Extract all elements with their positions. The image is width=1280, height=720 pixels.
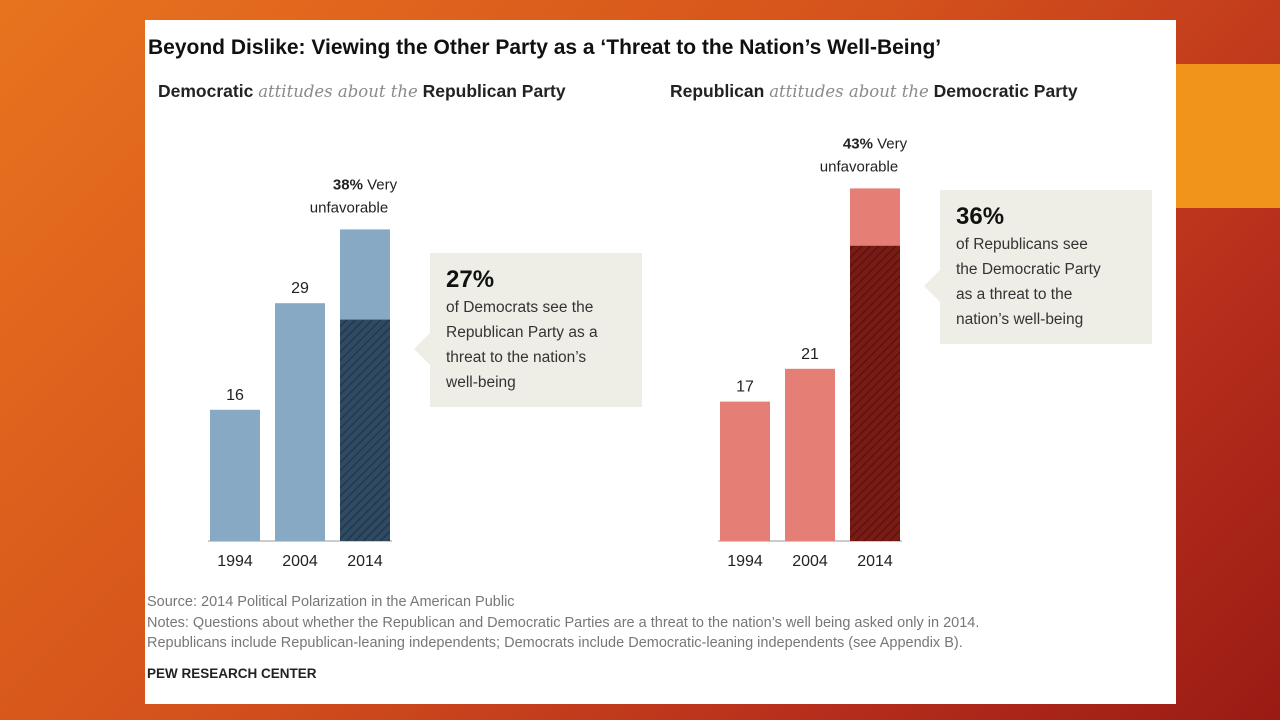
callout-pointer	[924, 270, 940, 302]
subtitle-party: Republican	[670, 81, 765, 101]
notes-line: Notes: Questions about whether the Repub…	[147, 614, 980, 631]
organization-credit: PEW RESEARCH CENTER	[147, 666, 317, 681]
top-annotation-text: Very	[363, 176, 398, 193]
callout-democrats: 27% of Democrats see the Republican Part…	[414, 253, 642, 407]
bar-charts: 1994 16 2004 29 2014 38% Very unfavorable 1994 1…	[208, 135, 908, 570]
callout-line: the Democratic Party	[956, 261, 1101, 278]
source-note: Source: 2014 Political Polarization in t…	[147, 594, 515, 610]
threat-segment-2014	[850, 245, 900, 542]
panel-subtitle-democratic: Democratic attitudes about the Republica…	[158, 81, 566, 102]
callout-line: threat to the nation’s	[446, 349, 587, 366]
panel-subtitle-republican: Republican attitudes about the Democrati…	[670, 81, 1078, 102]
data-label: 21	[801, 346, 819, 363]
top-annotation-percent: 43%	[843, 135, 873, 152]
subtitle-target: Democratic Party	[933, 81, 1078, 101]
top-annotation-percent: 38%	[333, 176, 363, 193]
callout-percent: 36%	[956, 203, 1005, 230]
top-annotation-line2: unfavorable	[820, 158, 898, 175]
threat-segment-2014	[340, 319, 390, 541]
bar-1994	[720, 401, 770, 541]
slide-accent-bar	[1176, 64, 1280, 208]
x-tick-label: 2014	[857, 553, 893, 570]
bar-2004	[275, 303, 325, 541]
bar-2004	[785, 368, 835, 541]
callout-pointer	[414, 333, 430, 365]
chart-footer: Source: 2014 Political Polarization in t…	[147, 592, 979, 654]
chart-title: Beyond Dislike: Viewing the Other Party …	[148, 36, 942, 59]
callout-line: as a threat to the	[956, 286, 1073, 303]
x-tick-label: 2014	[347, 553, 383, 570]
x-tick-label: 1994	[727, 553, 763, 570]
subtitle-party: Democratic	[158, 81, 254, 101]
subtitle-phrase: attitudes about the	[769, 82, 929, 101]
subtitle-phrase: attitudes about the	[258, 82, 418, 101]
top-annotation: 43% Very	[843, 135, 908, 152]
bar-1994	[210, 409, 260, 541]
callout-line: of Democrats see the	[446, 299, 594, 316]
chart-card: Beyond Dislike: Viewing the Other Party …	[145, 20, 1176, 704]
top-annotation-text: Very	[873, 135, 908, 152]
callout-line: well-being	[446, 374, 516, 391]
callout-republicans: 36% of Republicans see the Democratic Pa…	[924, 190, 1152, 344]
data-label: 16	[226, 387, 244, 404]
x-tick-label: 2004	[792, 553, 828, 570]
notes-line: Republicans include Republican-leaning i…	[147, 635, 963, 651]
data-label: 17	[736, 379, 754, 396]
top-annotation-line2: unfavorable	[310, 199, 388, 216]
data-label: 29	[291, 280, 309, 297]
callout-line: nation’s well-being	[956, 311, 1084, 328]
callout-percent: 27%	[446, 266, 495, 293]
top-annotation: 38% Very	[333, 176, 398, 193]
subtitle-target: Republican Party	[422, 81, 566, 101]
x-tick-label: 1994	[217, 553, 253, 570]
x-tick-label: 2004	[282, 553, 318, 570]
callout-line: of Republicans see	[956, 236, 1088, 253]
callout-line: Republican Party as a	[446, 324, 598, 341]
